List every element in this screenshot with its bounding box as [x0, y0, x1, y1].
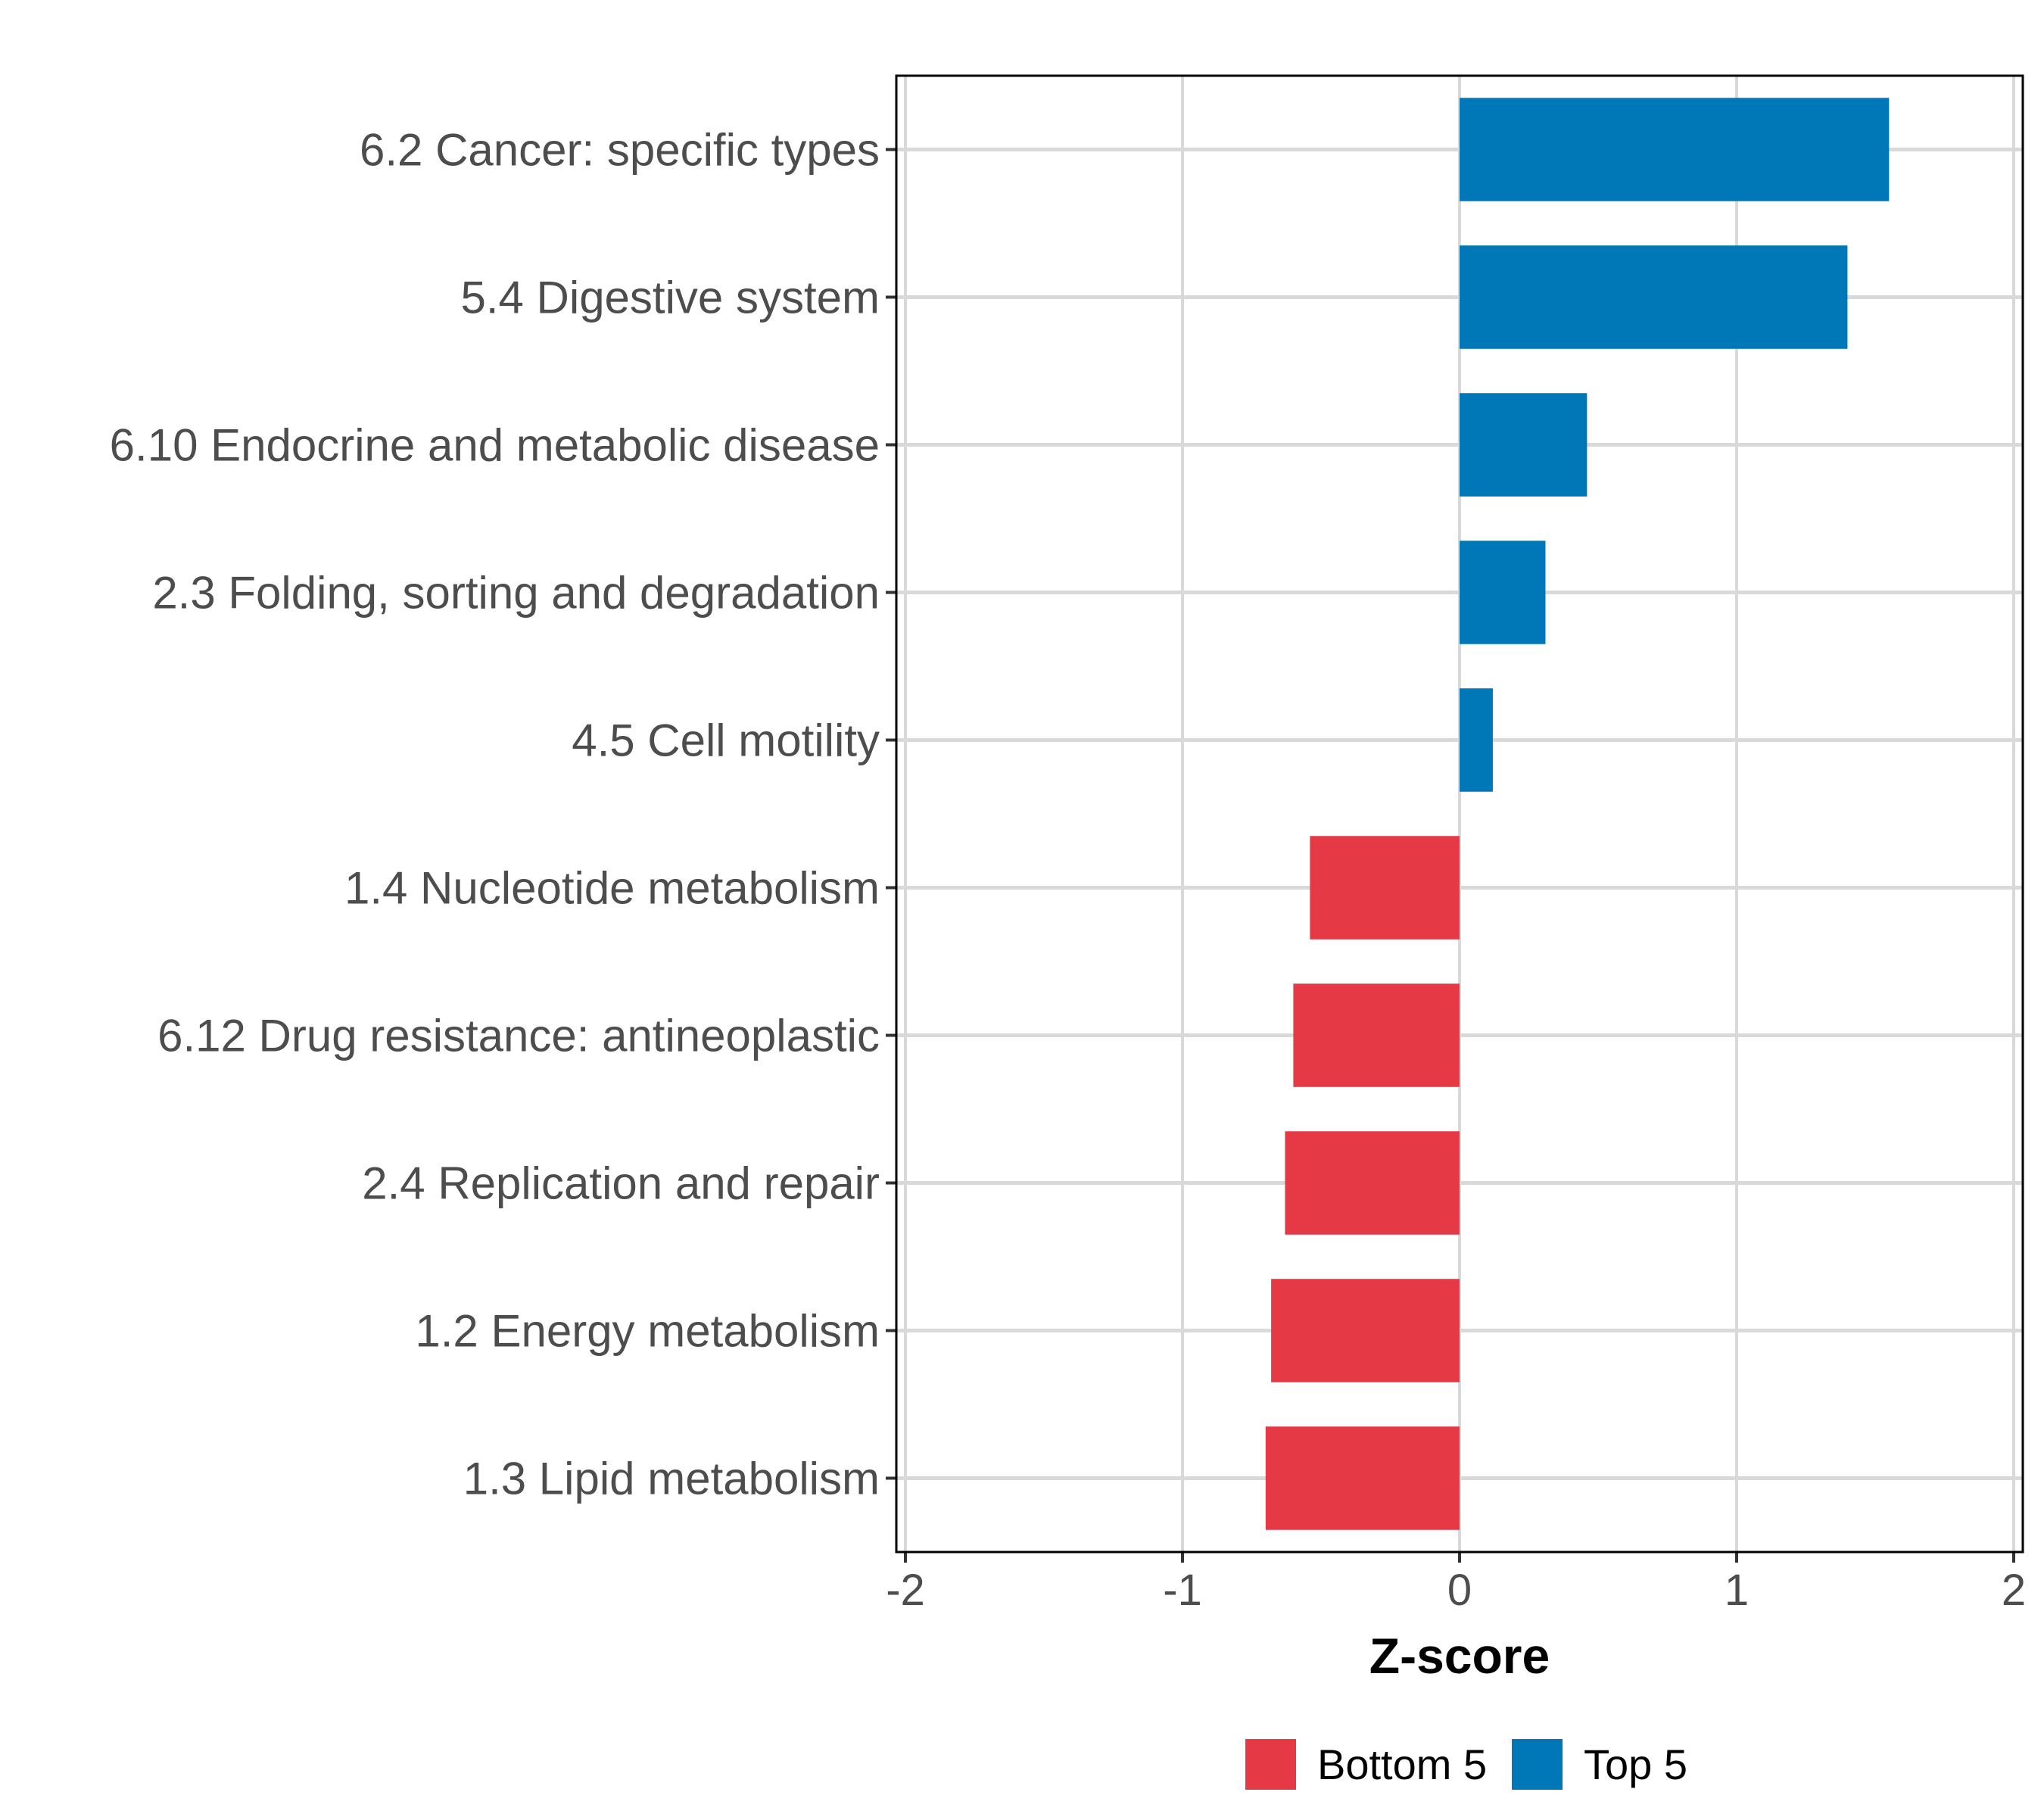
legend: Bottom 5 Top 5 — [1245, 1739, 1687, 1790]
bar — [1265, 1426, 1460, 1530]
legend-label: Bottom 5 — [1317, 1741, 1487, 1788]
bar — [1460, 245, 1848, 349]
y-tick-label: 2.4 Replication and repair — [362, 1158, 880, 1209]
y-tick-label: 2.3 Folding, sorting and degradation — [152, 568, 880, 619]
bar — [1271, 1279, 1460, 1382]
bar — [1460, 541, 1546, 644]
x-tick-label: -1 — [1163, 1566, 1202, 1615]
bar — [1460, 98, 1890, 201]
y-tick-label: 6.2 Cancer: specific types — [360, 125, 880, 176]
y-tick-label: 5.4 Digestive system — [460, 273, 880, 323]
x-tick-label: 2 — [2002, 1566, 2026, 1615]
y-tick-label: 1.2 Energy metabolism — [415, 1306, 880, 1357]
bar — [1460, 688, 1493, 792]
bar — [1460, 393, 1588, 497]
x-tick-label: 1 — [1725, 1566, 1749, 1615]
y-tick-label: 4.5 Cell motility — [572, 715, 880, 766]
bars — [1265, 98, 1890, 1530]
y-tick-label: 1.3 Lipid metabolism — [463, 1454, 880, 1504]
bar — [1293, 983, 1460, 1087]
legend-label: Top 5 — [1584, 1741, 1687, 1788]
x-axis-title: Z-score — [1369, 1628, 1550, 1684]
legend-swatch — [1512, 1739, 1563, 1790]
bar — [1285, 1131, 1460, 1235]
legend-swatch — [1245, 1739, 1296, 1790]
x-tick-label: 0 — [1447, 1566, 1472, 1615]
bar — [1310, 836, 1460, 940]
y-tick-label: 6.10 Endocrine and metabolic disease — [110, 420, 880, 471]
x-tick-label: -2 — [886, 1566, 925, 1615]
x-axis: -2 -1 0 1 2 — [886, 1552, 2026, 1615]
y-tick-label: 6.12 Drug resistance: antineoplastic — [157, 1011, 880, 1061]
y-tick-label: 1.4 Nucleotide metabolism — [344, 863, 880, 914]
panel-border — [895, 74, 2024, 1554]
y-axis-labels: 6.2 Cancer: specific types 5.4 Digestive … — [110, 125, 896, 1504]
